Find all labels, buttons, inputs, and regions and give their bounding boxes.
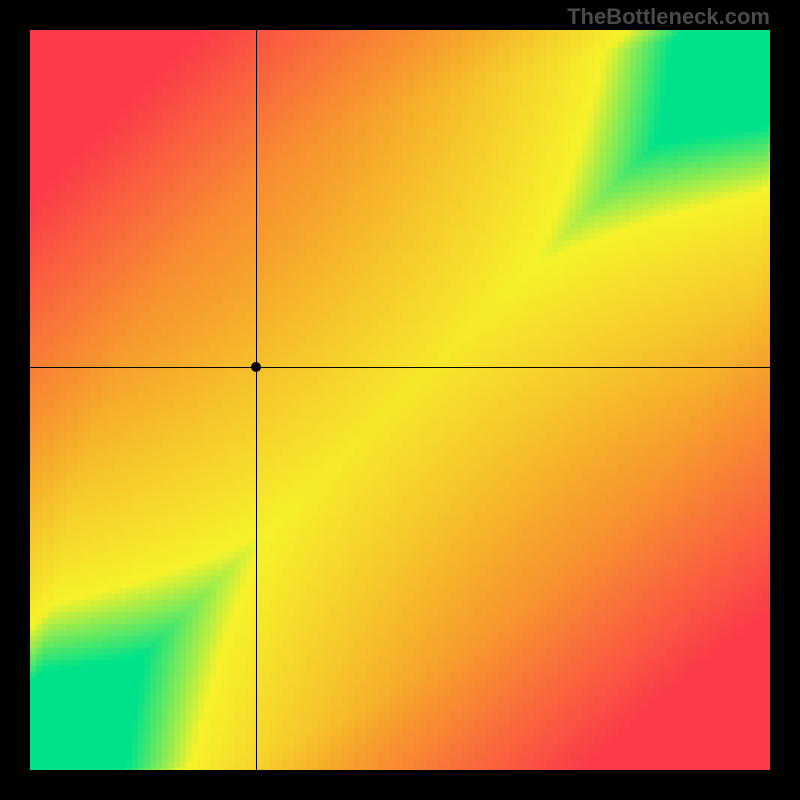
watermark-text: TheBottleneck.com [567, 4, 770, 30]
crosshair-horizontal [30, 367, 770, 368]
heatmap-plot [30, 30, 770, 770]
heatmap-canvas [30, 30, 770, 770]
crosshair-vertical [256, 30, 257, 770]
crosshair-dot [251, 362, 261, 372]
